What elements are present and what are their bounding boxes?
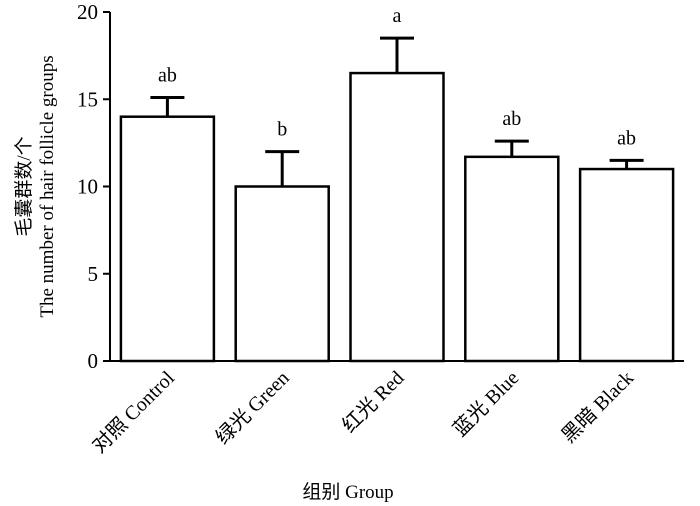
- significance-label: ab: [617, 127, 636, 149]
- category-label: 红光 Red: [338, 366, 409, 437]
- y-tick-label: 10: [77, 175, 98, 199]
- bar: [119, 115, 216, 363]
- bar: [349, 71, 445, 363]
- significance-label: ab: [158, 65, 177, 87]
- error-bars: [150, 36, 644, 187]
- significance-labels: ab b a ab ab: [158, 5, 636, 149]
- y-axis-title-english: The number of hair follicle groups: [37, 55, 58, 317]
- category-label: 蓝光 Blue: [449, 366, 524, 441]
- bars: [119, 71, 675, 363]
- category-label: 绿光 Green: [211, 366, 294, 449]
- y-axis-title-chinese: 毛囊群数/个: [13, 136, 35, 236]
- y-axis-ticks: 0 5 10 15 20: [77, 0, 110, 373]
- bar: [578, 167, 675, 363]
- category-labels: 对照 Control 绿光 Green 红光 Red 蓝光 Blue 黑暗 Black: [88, 366, 639, 458]
- y-tick-label: 15: [77, 87, 98, 111]
- category-label: 黑暗 Black: [557, 366, 638, 447]
- x-axis-title: 组别 Group: [302, 481, 393, 503]
- significance-label: a: [393, 5, 402, 27]
- category-label: 对照 Control: [88, 366, 180, 458]
- y-tick-label: 20: [77, 0, 98, 24]
- bar: [464, 155, 560, 363]
- bar: [234, 185, 330, 363]
- y-tick-label: 0: [88, 349, 99, 373]
- significance-label: b: [277, 119, 287, 141]
- significance-label: ab: [502, 108, 521, 130]
- y-tick-label: 5: [88, 262, 99, 286]
